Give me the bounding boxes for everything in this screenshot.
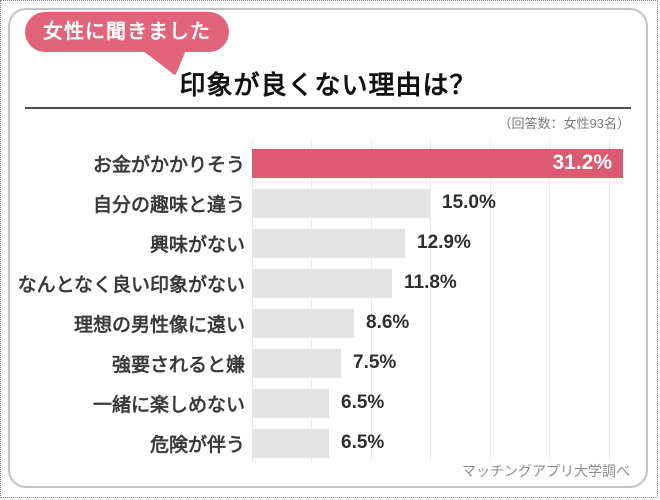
bar-value-label: 15.0% — [442, 192, 496, 213]
bar-highlighted: 31.2% — [252, 148, 623, 178]
bar-track: 12.9% — [252, 228, 646, 258]
chart-row: なんとなく良い印象がない 11.8% — [10, 263, 646, 303]
bar-track: 6.5% — [252, 388, 646, 418]
category-label: なんとなく良い印象がない — [17, 274, 245, 296]
category-label: 危険が伴う — [149, 434, 245, 456]
speech-bubble-tail-icon — [142, 50, 186, 75]
category-label: お金がかかりそう — [92, 154, 245, 176]
chart-row: 危険が伴う 6.5% — [10, 423, 646, 463]
bar-track: 31.2% — [252, 148, 646, 178]
bar-value-label: 7.5% — [353, 352, 397, 373]
bar-track: 15.0% — [252, 188, 646, 218]
bar-value-label: 6.5% — [341, 392, 385, 413]
bar — [252, 428, 329, 458]
bar-value-label: 12.9% — [417, 232, 471, 253]
chart-rows: お金がかかりそう 31.2% 自分の趣味と違う 15.0% 興味がない 12.9% なんとな… — [10, 143, 646, 463]
speech-bubble-badge: 女性に聞きました — [25, 12, 229, 52]
bar-chart: お金がかかりそう 31.2% 自分の趣味と違う 15.0% 興味がない 12.9% なんとな… — [10, 138, 646, 463]
bar — [252, 348, 341, 378]
respondent-count-note: （回答数：女性93名） — [498, 116, 630, 131]
bar — [252, 188, 430, 218]
title-divider — [25, 107, 631, 109]
bar-track: 6.5% — [252, 428, 646, 458]
chart-row: 強要されると嫌 7.5% — [10, 343, 646, 383]
category-label: 一緒に楽しめない — [92, 394, 245, 416]
bar — [252, 308, 354, 338]
badge-label: 女性に聞きました — [43, 21, 211, 43]
chart-row: 興味がない 12.9% — [10, 223, 646, 263]
bar-value-label: 31.2% — [552, 151, 612, 174]
bar — [252, 388, 329, 418]
bar-track: 11.8% — [252, 268, 646, 298]
source-credit: マッチングアプリ大学調べ — [462, 463, 630, 479]
category-label: 興味がない — [149, 234, 245, 256]
chart-row: 自分の趣味と違う 15.0% — [10, 183, 646, 223]
chart-title: 印象が良くない理由は？ — [179, 70, 477, 100]
category-label: 理想の男性像に遠い — [73, 314, 245, 336]
bar-value-label: 11.8% — [404, 272, 457, 293]
category-label: 自分の趣味と違う — [92, 194, 245, 216]
category-label: 強要されると嫌 — [111, 354, 245, 376]
bar-track: 8.6% — [252, 308, 646, 338]
bar-value-label: 8.6% — [366, 312, 410, 333]
bar-value-label: 6.5% — [341, 432, 385, 453]
chart-row: 理想の男性像に遠い 8.6% — [10, 303, 646, 343]
bar — [252, 228, 405, 258]
bar-track: 7.5% — [252, 348, 646, 378]
infographic-card: 女性に聞きました 印象が良くない理由は？ （回答数：女性93名） お金がかかりそ… — [8, 8, 648, 488]
chart-row: お金がかかりそう 31.2% — [10, 143, 646, 183]
bar — [252, 268, 392, 298]
chart-row: 一緒に楽しめない 6.5% — [10, 383, 646, 423]
